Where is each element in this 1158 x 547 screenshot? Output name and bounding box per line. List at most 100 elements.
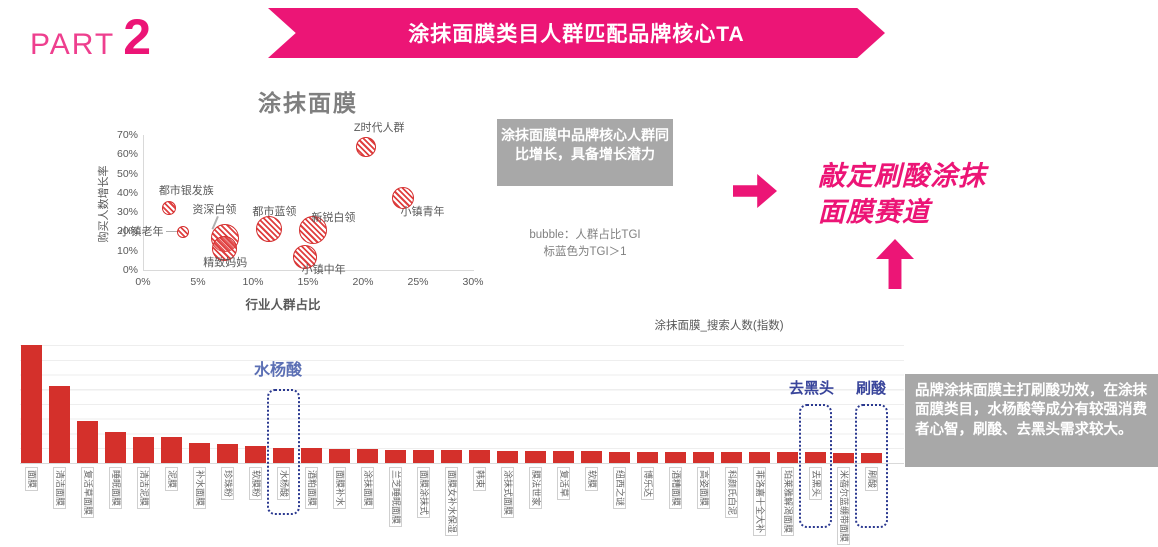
scatter-point-label: Z时代人群 <box>353 121 405 134</box>
bar-涂抹式面膜 <box>497 451 518 463</box>
scatter-bubble-新锐白领 <box>299 215 328 244</box>
bar-涂抹面膜 <box>357 448 378 463</box>
bar-category-label: 复活草 <box>556 467 570 501</box>
bar-清洁泥膜 <box>133 437 154 463</box>
scatter-point-label: 精致妈妈 <box>203 256 248 269</box>
annotation-quheitou: 去黑头 <box>789 380 835 397</box>
scatter-plot: Z时代人群 小镇青年 都市银发族 小镇老年 资深白领 精致妈妈 都市蓝领 新锐白领 小镇中年 <box>120 122 474 276</box>
banner-title: 涂抹面膜类目人群匹配品牌核心TA <box>408 23 745 46</box>
scatter-bubble-小镇老年 <box>176 226 189 239</box>
insight-box-bottom: 品牌涂抹面膜主打刷酸功效，在涂抹面膜类目，水杨酸等成分有较强消费者心智，刷酸、去… <box>905 374 1158 467</box>
bar-chart-title: 涂抹面膜_搜索人数(指数) <box>654 320 784 332</box>
y-tick: 40% <box>116 186 138 199</box>
bar-category-label: 米蓓尔蓝绷带面膜 <box>836 467 850 546</box>
bar-category-label: 泥膜 <box>164 467 178 492</box>
bar-泥膜 <box>161 437 182 463</box>
bar-category-label: 补水面膜 <box>192 467 206 510</box>
bar-兰芝睡眠面膜 <box>385 450 406 463</box>
scatter-point-label: 资深白领 <box>192 204 237 217</box>
up-arrow-icon <box>876 239 914 289</box>
scatter-bubble-精致妈妈 <box>211 236 237 262</box>
bar-category-label: 清洁泥膜 <box>136 467 150 510</box>
bar-面膜补水 <box>329 448 350 463</box>
bar-水杨酸 <box>273 447 294 463</box>
scatter-bubble-小镇青年 <box>391 186 414 209</box>
bar-酒粕面膜 <box>301 447 322 463</box>
bar-category-label: 兰芝睡眠面膜 <box>388 467 402 528</box>
y-tick: 50% <box>116 167 138 180</box>
highlight-box-shuasuan <box>855 404 888 528</box>
bar-category-label: 面膜女补水保湿 <box>444 467 458 537</box>
bar-category-label: 酒粕面膜 <box>304 467 318 510</box>
x-tick: 30% <box>462 276 484 288</box>
bar-补水面膜 <box>189 442 210 463</box>
part-heading: PART 2 <box>30 12 151 62</box>
scatter-x-axis-title: 行业人群占比 <box>245 298 321 312</box>
scatter-bubble-都市银发族 <box>162 201 177 216</box>
x-tick: 25% <box>407 276 429 288</box>
bar-膜法世家 <box>525 451 546 463</box>
bar-category-label: 面膜补水 <box>332 467 346 510</box>
y-tick: 30% <box>116 206 138 219</box>
bar-软膜粉 <box>245 446 266 463</box>
bar-刷酸 <box>861 452 882 463</box>
bar-category-label: 菲洛嘉十全大补 <box>752 467 766 537</box>
scatter-point-label: 都市蓝领 <box>252 205 297 218</box>
scatter-point-label: 小镇中年 <box>301 264 346 277</box>
bar-category-label: 复活草面膜 <box>80 467 94 519</box>
bar-category-label: 膜法世家 <box>528 467 542 510</box>
bar-珍珠粉 <box>217 444 238 463</box>
bubble-note: bubble：人群占比TGI 标蓝色为TGI＞1 <box>497 227 673 262</box>
annotation-shuasuan: 刷酸 <box>856 380 887 397</box>
part-label: PART <box>30 28 116 61</box>
leader-line <box>165 231 177 232</box>
x-tick: 5% <box>190 276 206 288</box>
bar-纽西之谜 <box>609 451 630 463</box>
conclusion-line2: 面膜赛道 <box>818 197 930 228</box>
bar-博乐达 <box>637 451 658 463</box>
y-tick: 0% <box>122 264 138 276</box>
bar-category-label: 博乐达 <box>640 467 654 501</box>
bar-category-label: 清洁面膜 <box>52 467 66 510</box>
bubble-note-line2: 标蓝色为TGI＞1 <box>543 246 627 259</box>
bar-category-label: 酒糟面膜 <box>668 467 682 510</box>
bar-面膜 <box>21 345 42 463</box>
bar-复活草 <box>553 451 574 463</box>
part-number: 2 <box>123 9 152 65</box>
bar-category-label: 珀莱雅解渴面膜 <box>780 467 794 537</box>
bar-韩束 <box>469 450 490 463</box>
x-tick: 10% <box>242 276 264 288</box>
y-tick: 60% <box>116 148 138 161</box>
bar-category-label: 涂抹面膜 <box>360 467 374 510</box>
highlight-box-shuiyangsuan <box>267 389 300 515</box>
bar-category-label: 纽西之谜 <box>612 467 626 510</box>
bar-面膜女补水保湿 <box>441 450 462 463</box>
bar-科颜氏白泥 <box>721 452 742 463</box>
bar-米蓓尔蓝绷带面膜 <box>833 452 854 463</box>
bar-软膜 <box>581 451 602 463</box>
scatter-point-label: 小镇老年 <box>119 226 164 239</box>
bar-清洁面膜 <box>49 386 70 463</box>
bar-面膜涂抹式 <box>413 450 434 463</box>
insight-box-top: 涂抹面膜中品牌核心人群同比增长，具备增长潜力 <box>497 119 673 186</box>
bar-category-label: 软膜 <box>584 467 598 492</box>
annotation-shuiyangsuan: 水杨酸 <box>254 362 303 379</box>
bar-category-label: 珍珠粉 <box>220 467 234 501</box>
conclusion-text: 敲定刷酸涂抹 面膜赛道 <box>818 158 1048 231</box>
scatter-bubble-Z时代人群 <box>356 136 377 157</box>
bar-category-label: 韩束 <box>472 467 486 492</box>
scatter-bubble-小镇中年 <box>292 245 317 270</box>
x-tick: 20% <box>352 276 374 288</box>
right-arrow-icon <box>733 174 777 208</box>
scatter-point-label: 小镇青年 <box>400 205 445 218</box>
bar-category-label: 面膜 <box>24 467 38 492</box>
bar-复活草面膜 <box>77 420 98 463</box>
y-tick: 20% <box>116 225 138 238</box>
bar-去黑头 <box>805 452 826 463</box>
bar-高姿面膜 <box>693 452 714 463</box>
bar-category-label: 面膜涂抹式 <box>416 467 430 519</box>
bar-category-label: 软膜粉 <box>248 467 262 501</box>
highlight-box-quheitou <box>799 404 832 528</box>
bar-category-label: 睡眠面膜 <box>108 467 122 510</box>
